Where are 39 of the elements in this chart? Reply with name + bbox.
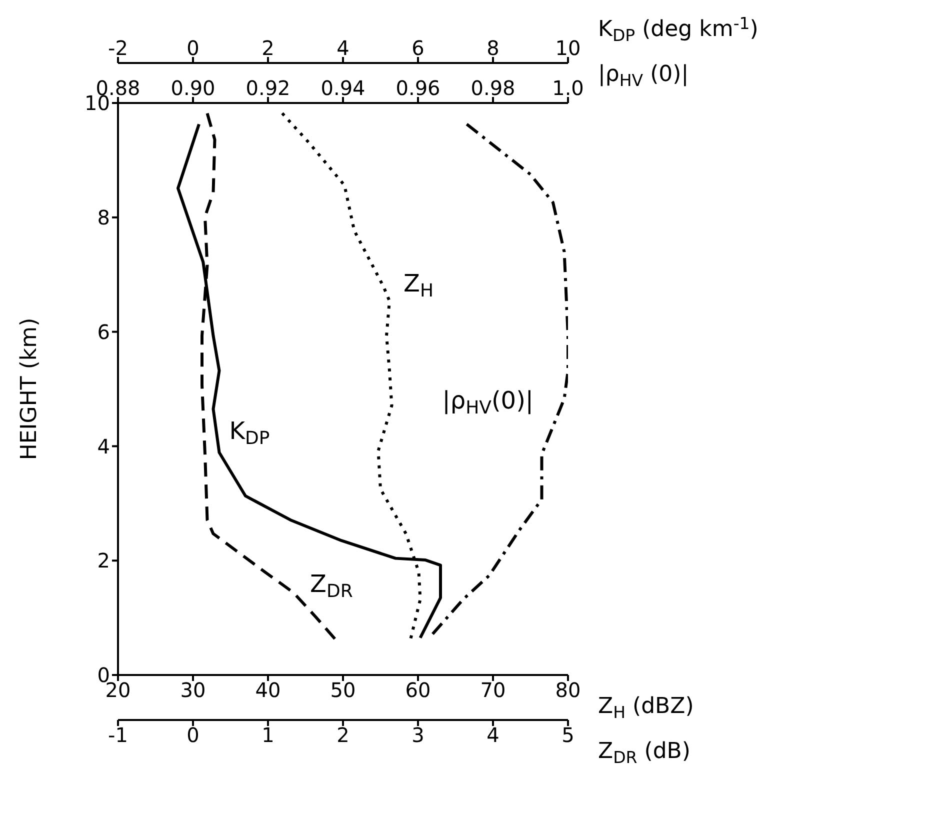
x-tick-label: 3 bbox=[412, 723, 424, 748]
x-tick-label: 80 bbox=[555, 678, 581, 702]
series-label: K$_{DP}$ bbox=[229, 417, 270, 450]
x2-axis-title: K$_{DP}$ (deg km$^{-1}$) bbox=[598, 14, 758, 46]
series-label: |ρ$_{HV}$(0)| bbox=[442, 386, 534, 420]
y-tick-label: 6 bbox=[97, 320, 110, 344]
x-tick-label: 40 bbox=[255, 678, 281, 702]
x-tick-label: 1 bbox=[262, 723, 274, 748]
x-tick-label: 30 bbox=[180, 678, 206, 702]
x-tick-label: 0 bbox=[186, 723, 200, 748]
x2-tick-label: 10 bbox=[555, 36, 581, 60]
x-tick-label: 50 bbox=[330, 678, 356, 702]
x-axis-title: Z$_{H}$ (dBZ) bbox=[598, 694, 694, 722]
x2-tick-label: 0 bbox=[186, 36, 200, 60]
y-tick-label: 4 bbox=[97, 434, 110, 458]
x-tick-label: 70 bbox=[480, 678, 506, 702]
y-tick-label: 8 bbox=[97, 206, 110, 230]
x2-tick-label: 1.0 bbox=[552, 76, 584, 100]
x2-axis-title: |ρ$_{HV}$ (0)| bbox=[598, 62, 689, 90]
x2-tick-label: 4 bbox=[336, 36, 350, 60]
series-label: Z$_{DR}$ bbox=[310, 570, 353, 602]
x2-tick-label: 2 bbox=[262, 36, 274, 60]
y-tick-label: 2 bbox=[97, 548, 110, 573]
series-label: Z$_{H}$ bbox=[404, 270, 434, 302]
x2-tick-label: 8 bbox=[486, 36, 500, 60]
x2-tick-label: 6 bbox=[412, 36, 424, 60]
x-tick-label: 2 bbox=[336, 723, 350, 748]
x2-tick-label: 0.92 bbox=[246, 76, 290, 100]
x2-tick-label: 0.90 bbox=[170, 76, 216, 100]
x-tick-label: 60 bbox=[405, 678, 431, 702]
x2-tick-label: 0.94 bbox=[320, 76, 366, 100]
x2-tick-label: -2 bbox=[108, 36, 128, 60]
x2-tick-label: 0.96 bbox=[396, 76, 440, 100]
x-tick-label: -1 bbox=[108, 723, 128, 748]
x-tick-label: 5 bbox=[562, 723, 574, 748]
x2-tick-label: 0.98 bbox=[470, 76, 516, 100]
y-axis-title: HEIGHT (km) bbox=[16, 318, 42, 460]
x-axis-title: Z$_{DR}$ (dB) bbox=[598, 739, 690, 768]
x-tick-label: 4 bbox=[486, 723, 500, 748]
